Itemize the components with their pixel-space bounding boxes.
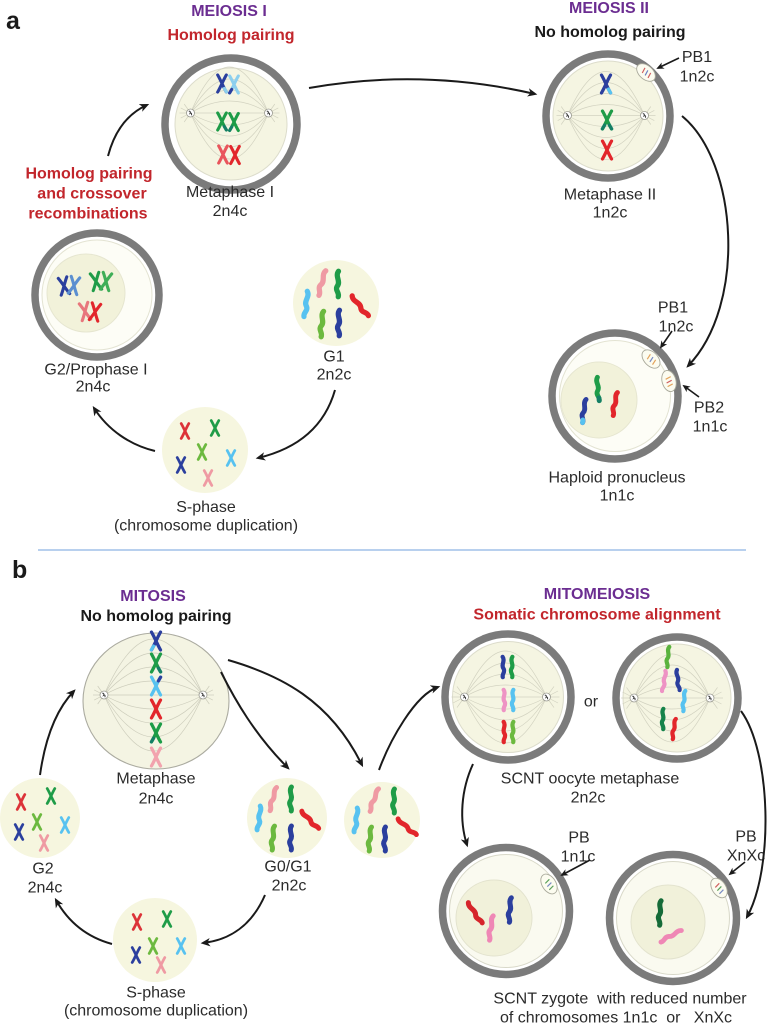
svg-text:b: b bbox=[12, 556, 27, 584]
svg-text:No homolog pairing: No homolog pairing bbox=[534, 24, 685, 41]
svg-text:2n4c: 2n4c bbox=[76, 379, 111, 396]
svg-text:SCNT oocyte metaphase: SCNT oocyte metaphase bbox=[501, 771, 680, 788]
svg-text:PB2: PB2 bbox=[694, 400, 724, 417]
svg-text:S-phase: S-phase bbox=[126, 985, 186, 1002]
svg-text:2n2c: 2n2c bbox=[272, 878, 307, 895]
svg-text:PB1: PB1 bbox=[682, 49, 712, 66]
svg-text:SCNT zygote with reduced numb: SCNT zygote with reduced number bbox=[493, 991, 747, 1008]
svg-text:Metaphase II: Metaphase II bbox=[564, 187, 657, 204]
svg-text:(chromosome duplication): (chromosome duplication) bbox=[114, 518, 298, 535]
svg-text:MITOSIS: MITOSIS bbox=[120, 588, 186, 605]
svg-text:Haploid pronucleus: Haploid pronucleus bbox=[549, 470, 686, 487]
svg-text:1n1c: 1n1c bbox=[561, 849, 596, 866]
svg-text:MEIOSIS II: MEIOSIS II bbox=[569, 0, 649, 17]
svg-text:Metaphase I: Metaphase I bbox=[186, 184, 274, 201]
svg-text:(chromosome duplication): (chromosome duplication) bbox=[64, 1003, 248, 1020]
svg-text:1n1c: 1n1c bbox=[693, 419, 728, 436]
svg-text:XnXc: XnXc bbox=[727, 848, 765, 865]
svg-text:Somatic chromosome alignment: Somatic chromosome alignment bbox=[473, 607, 721, 624]
svg-text:2n2c: 2n2c bbox=[317, 367, 352, 384]
svg-text:G1: G1 bbox=[323, 349, 344, 366]
svg-text:Homolog pairing: Homolog pairing bbox=[25, 166, 152, 183]
svg-text:Homolog pairing: Homolog pairing bbox=[167, 27, 294, 44]
svg-text:or: or bbox=[584, 694, 599, 711]
svg-text:G2/Prophase I: G2/Prophase I bbox=[44, 362, 147, 379]
svg-text:S-phase: S-phase bbox=[176, 499, 236, 516]
svg-text:No homolog pairing: No homolog pairing bbox=[80, 608, 231, 625]
svg-text:Metaphase: Metaphase bbox=[116, 771, 195, 788]
svg-text:1n2c: 1n2c bbox=[680, 69, 715, 86]
svg-text:G0/G1: G0/G1 bbox=[264, 859, 311, 876]
svg-text:recombinations: recombinations bbox=[28, 206, 147, 223]
svg-text:2n2c: 2n2c bbox=[571, 790, 606, 807]
svg-text:a: a bbox=[6, 7, 21, 35]
svg-text:G2: G2 bbox=[32, 861, 53, 878]
svg-text:of chromosomes 1n1c or XnXc: of chromosomes 1n1c or XnXc bbox=[500, 1010, 732, 1024]
svg-text:MITOMEIOSIS: MITOMEIOSIS bbox=[544, 586, 651, 603]
svg-text:MEIOSIS I: MEIOSIS I bbox=[191, 3, 267, 20]
svg-text:and crossover: and crossover bbox=[37, 186, 146, 203]
svg-text:1n1c: 1n1c bbox=[600, 488, 635, 505]
svg-text:1n2c: 1n2c bbox=[593, 205, 628, 222]
svg-text:1n2c: 1n2c bbox=[659, 319, 694, 336]
svg-text:PB1: PB1 bbox=[658, 300, 688, 317]
svg-text:PB: PB bbox=[735, 829, 756, 846]
svg-text:2n4c: 2n4c bbox=[28, 880, 63, 897]
svg-text:2n4c: 2n4c bbox=[139, 791, 174, 808]
svg-text:PB: PB bbox=[568, 830, 589, 847]
svg-text:2n4c: 2n4c bbox=[213, 203, 248, 220]
